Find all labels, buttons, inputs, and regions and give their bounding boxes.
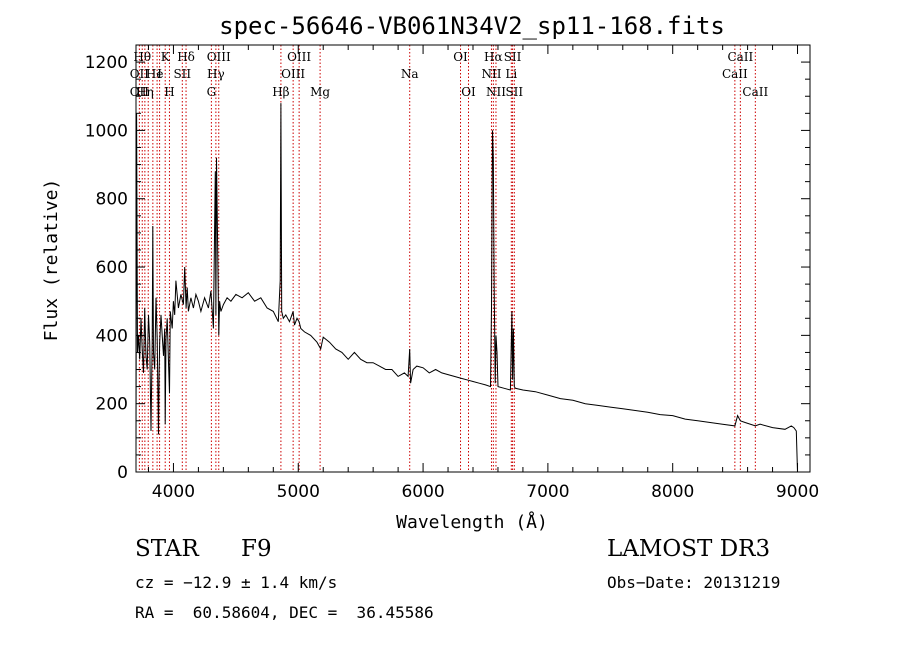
chart-title: spec-56646-VB061N34V2_sp11-168.fits: [219, 12, 725, 40]
y-tick-label: 200: [96, 395, 128, 415]
marker-label: OI: [461, 85, 476, 99]
marker-label: I: [157, 67, 162, 81]
marker-label: Na: [401, 67, 419, 81]
x-tick-label: 4000: [152, 482, 195, 502]
marker-label: SII: [505, 85, 523, 99]
y-tick-label: 1200: [85, 53, 128, 73]
marker-label: SII: [173, 67, 191, 81]
x-tick-label: 5000: [277, 482, 320, 502]
line-markers: [138, 45, 756, 472]
y-tick-label: 1000: [85, 121, 128, 141]
plot-frame: [135, 44, 811, 473]
marker-label: OII: [130, 67, 150, 81]
object-type: STAR: [135, 536, 199, 562]
x-tick-label: 7000: [526, 482, 569, 502]
marker-label: He: [146, 67, 164, 81]
y-axis-label: Flux (relative): [41, 179, 62, 342]
marker-label: OII: [130, 85, 150, 99]
marker-label: Mg: [310, 85, 330, 99]
y-tick-label: 800: [96, 190, 128, 210]
marker-label: Li: [505, 67, 517, 81]
marker-label: OIII: [281, 67, 305, 81]
marker-label: OI: [453, 50, 468, 64]
marker-label: OIII: [207, 50, 231, 64]
x-tick-label: 8000: [651, 482, 694, 502]
redshift-velocity: cz = −12.9 ± 1.4 km/s: [135, 573, 338, 592]
marker-label: H: [164, 85, 174, 99]
marker-label: NII: [486, 85, 506, 99]
marker-label: Hβ: [272, 85, 289, 99]
x-tick-label: 6000: [401, 482, 444, 502]
marker-label: NII: [481, 67, 501, 81]
coordinates: RA = 60.58604, DEC = 36.45586: [135, 603, 434, 622]
marker-label: Hη: [136, 85, 154, 99]
x-axis-label: Wavelength (Å): [396, 511, 548, 533]
object-subclass: F9: [241, 536, 272, 562]
y-tick-label: 0: [117, 463, 128, 483]
marker-label: Hδ: [177, 50, 195, 64]
marker-label: CaII: [727, 50, 753, 64]
x-axis: 4000 5000 6000 7000 8000 9000: [147, 45, 819, 502]
marker-label: CaII: [742, 85, 768, 99]
marker-label: OIII: [287, 50, 311, 64]
x-tick-label: 9000: [776, 482, 819, 502]
marker-label: Hα: [484, 50, 503, 64]
spectrum-line: [135, 103, 799, 473]
survey-name: LAMOST DR3: [607, 536, 771, 562]
marker-label: K: [161, 50, 171, 64]
marker-label: CaII: [722, 67, 748, 81]
marker-label: SII: [504, 50, 522, 64]
y-axis: 0 200 400 600 800 1000 1200: [85, 53, 810, 483]
marker-label: Hθ: [133, 50, 151, 64]
y-tick-label: 400: [96, 326, 128, 346]
y-tick-label: 600: [96, 258, 128, 278]
observation-date: Obs−Date: 20131219: [607, 573, 781, 592]
marker-label: Hγ: [207, 67, 225, 81]
marker-label: G: [207, 85, 217, 99]
